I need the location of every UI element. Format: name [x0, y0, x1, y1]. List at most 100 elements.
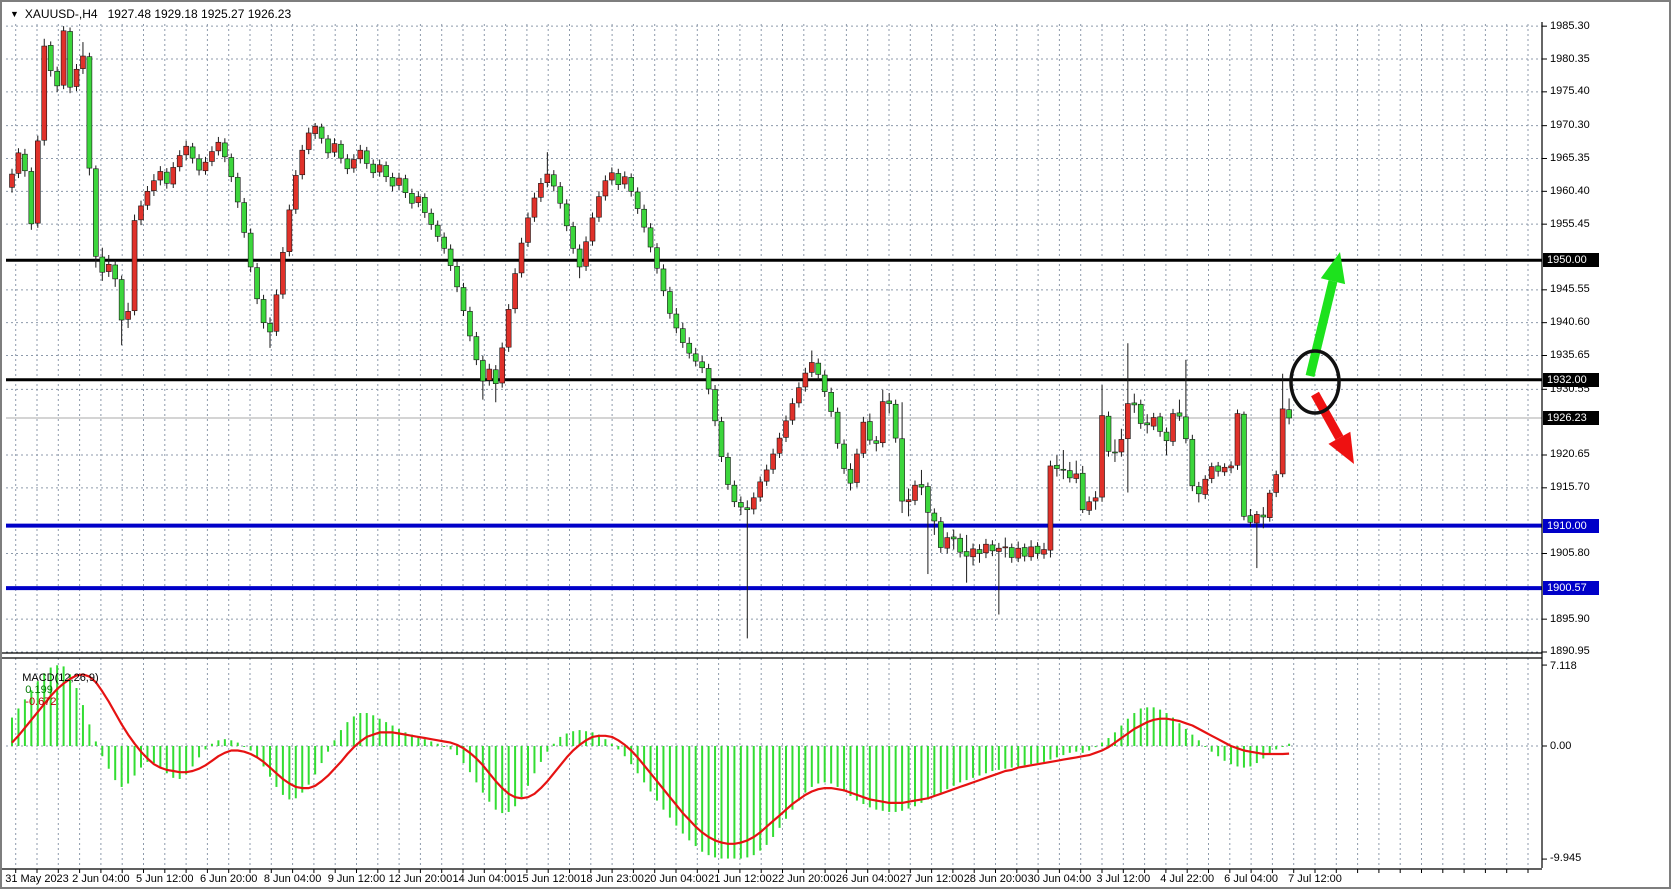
macd-histogram-bar	[1094, 746, 1097, 748]
bullish-arrow-annotation-head[interactable]	[1320, 252, 1346, 285]
candle-bearish	[267, 323, 273, 333]
macd-histogram-bar	[120, 746, 123, 787]
candle-bullish	[1099, 415, 1105, 498]
candle-bearish	[847, 468, 854, 484]
macd-histogram-bar	[946, 746, 949, 790]
candle-bearish	[725, 457, 731, 485]
macd-histogram-bar	[772, 746, 775, 837]
candle-bearish	[234, 177, 241, 203]
macd-histogram-bar	[668, 746, 671, 818]
candle-bearish	[873, 440, 880, 444]
macd-histogram-bar	[294, 746, 297, 799]
candle-bearish	[563, 203, 570, 227]
candle-bullish	[860, 421, 867, 454]
candle-bullish	[60, 30, 67, 86]
candle-bearish	[615, 173, 622, 185]
candle-bullish	[1266, 492, 1273, 518]
candle-bullish	[750, 497, 757, 510]
breakout-circle-annotation[interactable]	[1289, 349, 1341, 415]
macd-histogram-bar	[926, 746, 929, 800]
macd-histogram-bar	[269, 746, 271, 777]
candle-bearish	[570, 226, 576, 249]
candle-bullish	[602, 180, 609, 197]
macd-histogram-bar	[443, 746, 446, 747]
candle-bullish	[879, 401, 886, 444]
macd-histogram-bar	[649, 746, 652, 792]
candle-bearish	[112, 264, 118, 280]
macd-histogram-bar	[320, 746, 323, 764]
candle-bearish	[667, 291, 673, 314]
macd-histogram-bar	[662, 746, 665, 810]
price-badge: 1950.00	[1543, 253, 1599, 268]
candle-bearish	[1286, 409, 1292, 419]
macd-histogram-bar	[978, 746, 981, 776]
candle-bullish	[609, 172, 615, 181]
candle-bearish	[899, 438, 905, 502]
candle-bullish	[125, 311, 131, 320]
macd-histogram-bar	[94, 741, 97, 746]
candle-bearish	[821, 374, 828, 392]
candle-bearish	[344, 158, 351, 170]
macd-histogram-bar	[785, 746, 787, 819]
candle-bullish	[1073, 473, 1080, 479]
macd-histogram-bar	[552, 743, 555, 746]
time-axis-label: 6 Jun 20:00	[199, 873, 258, 885]
candle-bearish	[867, 421, 873, 441]
bullish-arrow-annotation-shaft[interactable]	[1305, 280, 1338, 378]
candle-bearish	[28, 171, 35, 225]
symbol-timeframe-label: XAUUSD-,H4	[24, 7, 98, 21]
macd-histogram-bar	[501, 746, 504, 814]
macd-histogram-bar	[972, 746, 975, 778]
macd-histogram-bar	[262, 746, 265, 767]
macd-histogram-bar	[997, 746, 1000, 770]
candle-bullish	[757, 481, 764, 498]
candle-bullish	[783, 420, 789, 438]
candle-bullish	[808, 362, 815, 373]
price-axis-label: 1985.30	[1550, 19, 1590, 32]
candle-bullish	[596, 196, 602, 218]
macd-histogram-bar	[810, 746, 813, 787]
candle-bullish	[131, 220, 138, 312]
macd-histogram-bar	[352, 716, 355, 746]
candle-bearish	[480, 360, 486, 382]
price-axis-label: 1940.60	[1550, 316, 1590, 329]
candle-bearish	[1079, 472, 1086, 511]
macd-histogram-bar	[391, 725, 394, 746]
macd-histogram-bar	[159, 746, 162, 768]
bearish-arrow-annotation-shaft[interactable]	[1311, 391, 1344, 440]
candle-bearish	[402, 178, 409, 193]
macd-histogram-bar	[1004, 746, 1007, 769]
time-axis-label: 26 Jun 04:00	[835, 873, 900, 885]
candle-bearish	[1008, 547, 1015, 558]
time-axis-label: 30 Jun 04:00	[1027, 873, 1092, 885]
candle-bearish	[1176, 412, 1183, 417]
macd-histogram-bar	[107, 746, 110, 769]
candle-bearish	[1112, 451, 1118, 454]
time-axis-label: 8 Jun 04:00	[263, 873, 322, 885]
macd-histogram-bar	[301, 746, 304, 793]
candle-bullish	[1202, 478, 1209, 495]
candle-bullish	[776, 437, 783, 454]
candle-bearish	[886, 400, 893, 404]
macd-histogram-bar	[62, 666, 65, 746]
macd-histogram-bar	[868, 746, 871, 808]
candle-bullish	[331, 143, 338, 153]
macd-histogram-bar	[204, 746, 207, 750]
candle-bearish	[557, 186, 564, 204]
macd-histogram-bar	[984, 746, 987, 774]
candle-bullish	[970, 548, 976, 558]
candle-bearish	[247, 232, 254, 268]
bearish-arrow-annotation-head[interactable]	[1328, 431, 1354, 464]
macd-histogram-bar	[559, 736, 562, 746]
macd-histogram-bar	[546, 746, 549, 752]
candle-bullish	[538, 183, 544, 198]
macd-histogram-bar	[410, 734, 413, 746]
price-axis-label: 1935.65	[1550, 348, 1590, 361]
macd-histogram-bar	[565, 733, 568, 746]
symbol-dropdown-icon[interactable]: ▼	[10, 9, 19, 19]
price-badge: 1932.00	[1543, 372, 1599, 387]
candle-bearish	[925, 486, 931, 513]
macd-histogram-bar	[894, 746, 897, 812]
macd-histogram-bar	[514, 746, 517, 807]
